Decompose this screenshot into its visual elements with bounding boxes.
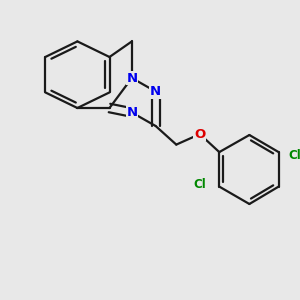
Text: N: N — [150, 85, 161, 98]
Text: N: N — [126, 106, 137, 119]
Text: N: N — [126, 71, 137, 85]
Text: Cl: Cl — [289, 148, 300, 162]
Text: Cl: Cl — [194, 178, 206, 191]
Text: O: O — [194, 128, 206, 141]
